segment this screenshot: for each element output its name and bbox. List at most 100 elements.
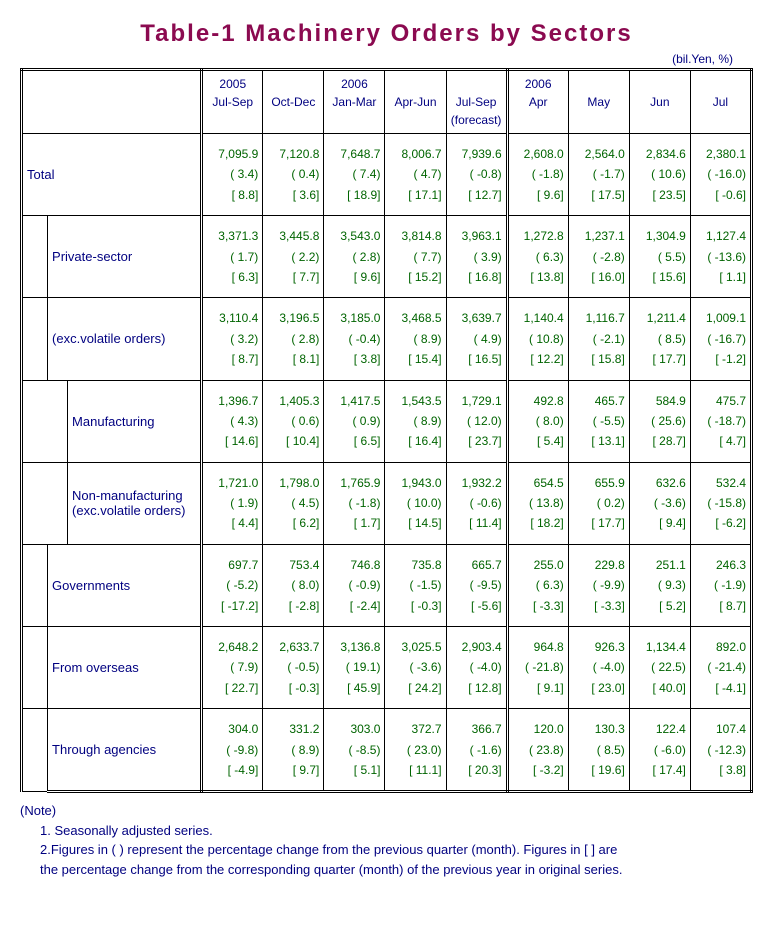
cell-value: 1,116.7 ( -2.1) [ 15.8] — [568, 298, 629, 380]
row-label: Through agencies — [48, 709, 202, 792]
cell-value: 465.7 ( -5.5) [ 13.1] — [568, 380, 629, 462]
indent-stub — [22, 627, 48, 709]
col-h0: 2005Jul-Sep — [202, 70, 263, 134]
cell-value: 1,729.1 ( 12.0) [ 23.7] — [446, 380, 507, 462]
cell-value: 3,196.5 ( 2.8) [ 8.1] — [263, 298, 324, 380]
cell-value: 120.0 ( 23.8) [ -3.2] — [507, 709, 568, 792]
row-label: From overseas — [48, 627, 202, 709]
cell-value: 2,633.7 ( -0.5) [ -0.3] — [263, 627, 324, 709]
cell-value: 1,943.0 ( 10.0) [ 14.5] — [385, 462, 446, 544]
cell-value: 964.8 ( -21.8) [ 9.1] — [507, 627, 568, 709]
cell-value: 3,025.5 ( -3.6) [ 24.2] — [385, 627, 446, 709]
cell-value: 2,903.4 ( -4.0) [ 12.8] — [446, 627, 507, 709]
indent-stub — [48, 380, 68, 462]
cell-value: 584.9 ( 25.6) [ 28.7] — [629, 380, 690, 462]
indent-stub — [22, 462, 48, 544]
indent-stub — [22, 709, 48, 792]
cell-value: 3,468.5 ( 8.9) [ 15.4] — [385, 298, 446, 380]
cell-value: 1,396.7 ( 4.3) [ 14.6] — [202, 380, 263, 462]
cell-value: 3,371.3 ( 1.7) [ 6.3] — [202, 216, 263, 298]
table-row: Private-sector3,371.3 ( 1.7) [ 6.3]3,445… — [22, 216, 752, 298]
cell-value: 366.7 ( -1.6) [ 20.3] — [446, 709, 507, 792]
cell-value: 1,932.2 ( -0.6) [ 11.4] — [446, 462, 507, 544]
cell-value: 1,272.8 ( 6.3) [ 13.8] — [507, 216, 568, 298]
cell-value: 1,798.0 ( 4.5) [ 6.2] — [263, 462, 324, 544]
row-label: Total — [22, 134, 202, 216]
table-row: Manufacturing1,396.7 ( 4.3) [ 14.6]1,405… — [22, 380, 752, 462]
table-row: From overseas2,648.2 ( 7.9) [ 22.7]2,633… — [22, 627, 752, 709]
cell-value: 735.8 ( -1.5) [ -0.3] — [385, 544, 446, 626]
cell-value: 1,237.1 ( -2.8) [ 16.0] — [568, 216, 629, 298]
cell-value: 304.0 ( -9.8) [ -4.9] — [202, 709, 263, 792]
cell-value: 1,721.0 ( 1.9) [ 4.4] — [202, 462, 263, 544]
cell-value: 492.8 ( 8.0) [ 5.4] — [507, 380, 568, 462]
cell-value: 7,648.7 ( 7.4) [ 18.9] — [324, 134, 385, 216]
cell-value: 697.7 ( -5.2) [ -17.2] — [202, 544, 263, 626]
table-row: Non-manufacturing (exc.volatile orders)1… — [22, 462, 752, 544]
cell-value: 7,120.8 ( 0.4) [ 3.6] — [263, 134, 324, 216]
table-title: Table-1 Machinery Orders by Sectors — [20, 20, 753, 48]
indent-stub — [22, 544, 48, 626]
cell-value: 1,127.4 ( -13.6) [ 1.1] — [690, 216, 751, 298]
cell-value: 246.3 ( -1.9) [ 8.7] — [690, 544, 751, 626]
table-row: (exc.volatile orders)3,110.4 ( 3.2) [ 8.… — [22, 298, 752, 380]
cell-value: 122.4 ( -6.0) [ 17.4] — [629, 709, 690, 792]
cell-value: 8,006.7 ( 4.7) [ 17.1] — [385, 134, 446, 216]
cell-value: 2,834.6 ( 10.6) [ 23.5] — [629, 134, 690, 216]
cell-value: 655.9 ( 0.2) [ 17.7] — [568, 462, 629, 544]
indent-stub — [22, 380, 48, 462]
cell-value: 532.4 ( -15.8) [ -6.2] — [690, 462, 751, 544]
cell-value: 1,009.1 ( -16.7) [ -1.2] — [690, 298, 751, 380]
cell-value: 331.2 ( 8.9) [ 9.7] — [263, 709, 324, 792]
cell-value: 632.6 ( -3.6) [ 9.4] — [629, 462, 690, 544]
table-row: Through agencies304.0 ( -9.8) [ -4.9]331… — [22, 709, 752, 792]
header-row: 2005Jul-Sep Oct-Dec 2006Jan-Mar Apr-Jun … — [22, 70, 752, 134]
cell-value: 303.0 ( -8.5) [ 5.1] — [324, 709, 385, 792]
col-h7: Jun — [629, 70, 690, 134]
cell-value: 2,380.1 ( -16.0) [ -0.6] — [690, 134, 751, 216]
cell-value: 2,608.0 ( -1.8) [ 9.6] — [507, 134, 568, 216]
cell-value: 2,648.2 ( 7.9) [ 22.7] — [202, 627, 263, 709]
cell-value: 1,405.3 ( 0.6) [ 10.4] — [263, 380, 324, 462]
cell-value: 475.7 ( -18.7) [ 4.7] — [690, 380, 751, 462]
notes: (Note) 1. Seasonally adjusted series. 2.… — [20, 801, 753, 879]
col-h6: May — [568, 70, 629, 134]
cell-value: 3,136.8 ( 19.1) [ 45.9] — [324, 627, 385, 709]
unit-label: (bil.Yen, %) — [20, 52, 733, 66]
note-title: (Note) — [20, 801, 753, 821]
col-h3: Apr-Jun — [385, 70, 446, 134]
cell-value: 1,417.5 ( 0.9) [ 6.5] — [324, 380, 385, 462]
col-h2: 2006Jan-Mar — [324, 70, 385, 134]
cell-value: 1,140.4 ( 10.8) [ 12.2] — [507, 298, 568, 380]
indent-stub — [22, 216, 48, 298]
row-label: Private-sector — [48, 216, 202, 298]
cell-value: 372.7 ( 23.0) [ 11.1] — [385, 709, 446, 792]
cell-value: 1,304.9 ( 5.5) [ 15.6] — [629, 216, 690, 298]
cell-value: 753.4 ( 8.0) [ -2.8] — [263, 544, 324, 626]
row-label: Non-manufacturing (exc.volatile orders) — [68, 462, 202, 544]
orders-table: 2005Jul-Sep Oct-Dec 2006Jan-Mar Apr-Jun … — [20, 68, 753, 793]
row-label: Manufacturing — [68, 380, 202, 462]
cell-value: 3,543.0 ( 2.8) [ 9.6] — [324, 216, 385, 298]
cell-value: 926.3 ( -4.0) [ 23.0] — [568, 627, 629, 709]
cell-value: 3,110.4 ( 3.2) [ 8.7] — [202, 298, 263, 380]
table-row: Governments697.7 ( -5.2) [ -17.2]753.4 (… — [22, 544, 752, 626]
cell-value: 2,564.0 ( -1.7) [ 17.5] — [568, 134, 629, 216]
row-label: (exc.volatile orders) — [48, 298, 202, 380]
cell-value: 1,134.4 ( 22.5) [ 40.0] — [629, 627, 690, 709]
cell-value: 3,445.8 ( 2.2) [ 7.7] — [263, 216, 324, 298]
cell-value: 3,814.8 ( 7.7) [ 15.2] — [385, 216, 446, 298]
cell-value: 255.0 ( 6.3) [ -3.3] — [507, 544, 568, 626]
row-label: Governments — [48, 544, 202, 626]
note-2a: 2.Figures in ( ) represent the percentag… — [20, 840, 753, 860]
cell-value: 1,543.5 ( 8.9) [ 16.4] — [385, 380, 446, 462]
note-1: 1. Seasonally adjusted series. — [20, 821, 753, 841]
cell-value: 229.8 ( -9.9) [ -3.3] — [568, 544, 629, 626]
cell-value: 3,185.0 ( -0.4) [ 3.8] — [324, 298, 385, 380]
cell-value: 3,963.1 ( 3.9) [ 16.8] — [446, 216, 507, 298]
cell-value: 7,939.6 ( -0.8) [ 12.7] — [446, 134, 507, 216]
cell-value: 251.1 ( 9.3) [ 5.2] — [629, 544, 690, 626]
cell-value: 1,211.4 ( 8.5) [ 17.7] — [629, 298, 690, 380]
col-h4: Jul-Sep(forecast) — [446, 70, 507, 134]
cell-value: 746.8 ( -0.9) [ -2.4] — [324, 544, 385, 626]
